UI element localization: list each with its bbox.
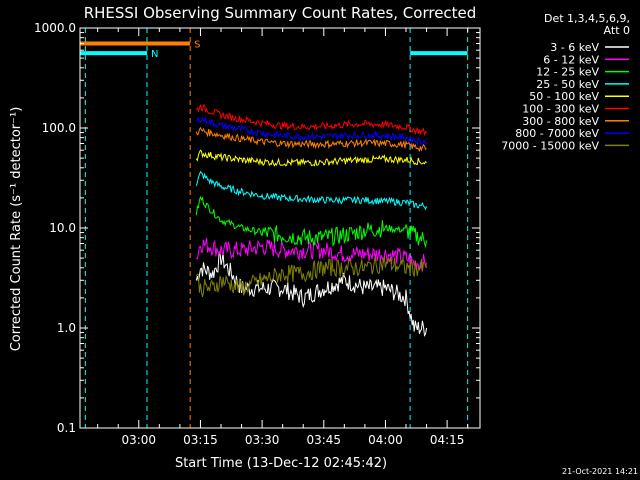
legend-label: 12 - 25 keV bbox=[536, 66, 599, 79]
x-tick-label: 03:45 bbox=[306, 433, 341, 447]
series-line bbox=[195, 149, 427, 167]
series-line bbox=[195, 254, 428, 297]
y-axis-label: Corrected Count Rate (s⁻¹ detector⁻¹) bbox=[9, 107, 24, 352]
night-bar-label: N bbox=[151, 49, 158, 60]
y-tick-label: 1.0 bbox=[57, 321, 76, 335]
legend-header: Det 1,3,4,5,6,9, bbox=[544, 12, 630, 25]
legend-label: 100 - 300 keV bbox=[522, 103, 599, 116]
legend-label: 50 - 100 keV bbox=[529, 90, 599, 103]
legend-label: 25 - 50 keV bbox=[536, 78, 599, 91]
series-line bbox=[195, 126, 427, 153]
series-lines bbox=[195, 104, 428, 337]
legend-label: 6 - 12 keV bbox=[543, 53, 599, 66]
series-line bbox=[195, 251, 428, 337]
y-tick-label: 100.0 bbox=[42, 121, 76, 135]
saa-bar-label: S bbox=[194, 39, 200, 50]
legend-label: 800 - 7000 keV bbox=[515, 127, 599, 140]
series-line bbox=[196, 237, 428, 272]
series-line bbox=[196, 116, 428, 146]
legend-label: 7000 - 15000 keV bbox=[501, 139, 599, 152]
x-tick-label: 03:15 bbox=[183, 433, 218, 447]
series-line bbox=[195, 170, 428, 211]
plot-timestamp: 21-Oct-2021 14:21 bbox=[562, 467, 638, 476]
x-tick-label: 03:00 bbox=[121, 433, 156, 447]
y-tick-label: 1000.0 bbox=[34, 21, 76, 35]
axes bbox=[79, 27, 481, 429]
legend-label: 3 - 6 keV bbox=[550, 41, 599, 54]
legend-header: Att 0 bbox=[604, 24, 630, 37]
x-tick-label: 04:00 bbox=[368, 433, 403, 447]
orbit-bars: NS bbox=[80, 28, 469, 428]
x-tick-label: 03:30 bbox=[245, 433, 280, 447]
legend-label: 300 - 800 keV bbox=[522, 115, 599, 128]
series-line bbox=[195, 104, 427, 137]
x-axis-label: Start Time (13-Dec-12 02:45:42) bbox=[175, 456, 387, 471]
chart-title: RHESSI Observing Summary Count Rates, Co… bbox=[84, 4, 477, 22]
y-tick-label: 0.1 bbox=[57, 421, 76, 435]
tick-labels: 0.1 1.0 10.0 100.0 1000.0 03:00 03:15 03:30 03:4… bbox=[34, 21, 464, 447]
series-line bbox=[195, 195, 428, 249]
x-tick-label: 04:15 bbox=[430, 433, 465, 447]
y-tick-label: 10.0 bbox=[49, 221, 76, 235]
